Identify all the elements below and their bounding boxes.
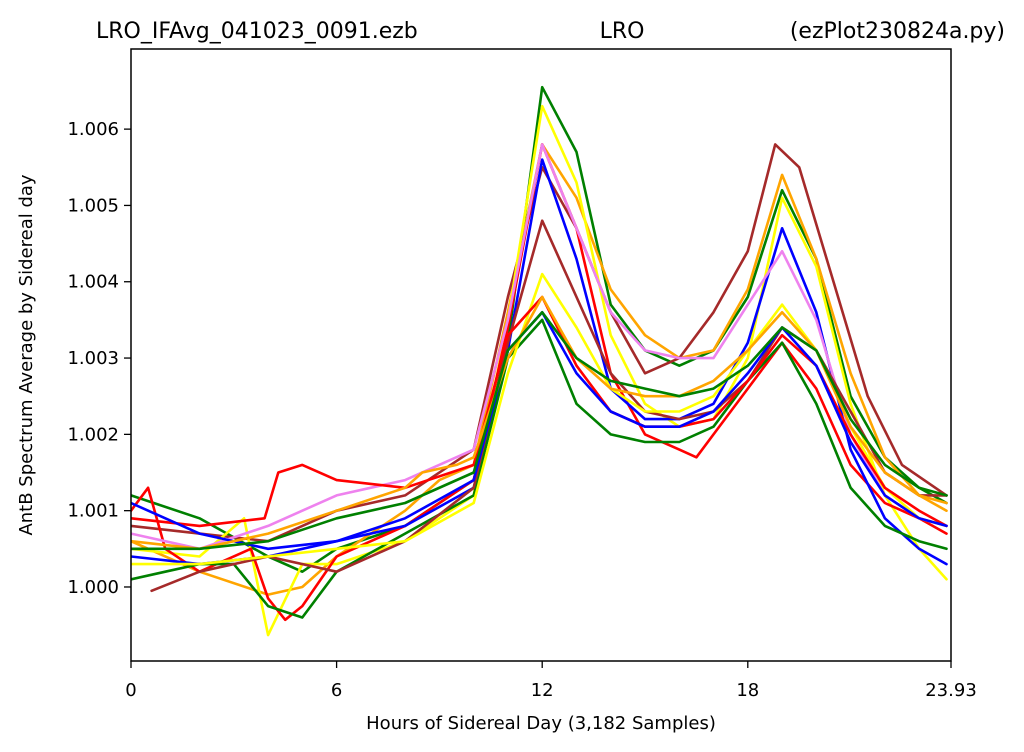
y-axis-label: AntB Spectrum Average by Sidereal day	[16, 174, 37, 535]
series-line	[131, 104, 948, 637]
chart-title-center: LRO	[600, 19, 645, 44]
y-tick-label: 1.005	[67, 195, 119, 216]
y-tick-label: 1.004	[67, 272, 119, 293]
series-line	[131, 143, 948, 596]
series-line	[131, 310, 948, 551]
x-axis: 0 6 12 18 23.93	[125, 661, 977, 701]
x-tick-label: 23.93	[925, 680, 977, 701]
y-tick-label: 1.003	[67, 348, 119, 369]
series-group	[131, 85, 948, 637]
y-tick-label: 1.001	[67, 501, 119, 522]
y-axis: 1.000 1.001 1.002 1.003 1.004 1.005 1.006	[67, 119, 131, 598]
x-tick-label: 6	[331, 680, 342, 701]
series-line	[131, 295, 948, 551]
y-tick-label: 1.002	[67, 424, 119, 445]
series-line	[131, 318, 948, 619]
y-tick-label: 1.006	[67, 119, 119, 140]
x-axis-label: Hours of Sidereal Day (3,182 Samples)	[366, 713, 716, 734]
x-tick-label: 12	[531, 680, 554, 701]
chart-title-right: (ezPlot230824a.py)	[790, 19, 1005, 44]
series-line	[131, 295, 948, 528]
x-tick-label: 0	[125, 680, 136, 701]
plot-frame	[130, 48, 952, 662]
x-tick-label: 18	[736, 680, 759, 701]
y-tick-label: 1.000	[67, 577, 119, 598]
series-line	[131, 310, 948, 551]
chart-title-left: LRO_IFAvg_041023_0091.ezb	[96, 19, 418, 44]
